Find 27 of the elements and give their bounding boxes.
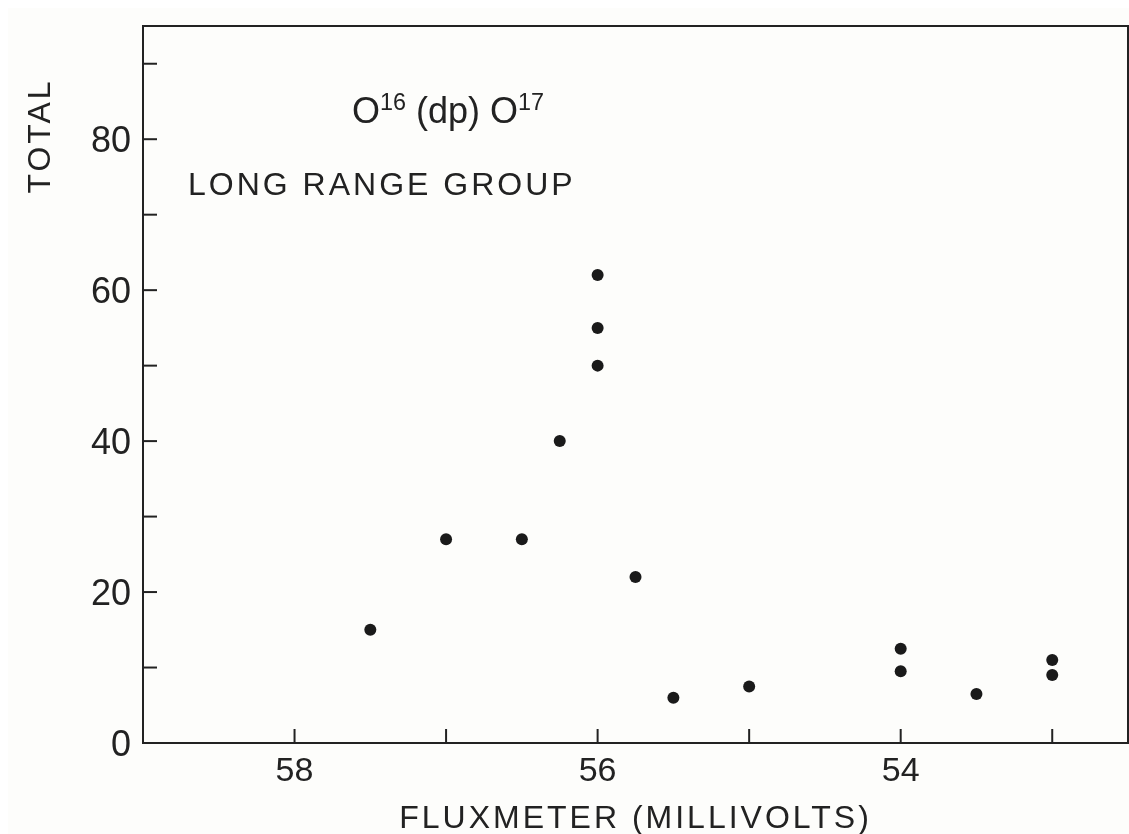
point xyxy=(1046,653,1059,666)
point xyxy=(629,570,642,583)
point xyxy=(440,533,453,546)
y-tick-label: 80 xyxy=(90,118,131,160)
text: O$^{16}$ (dp) O$^{17}$ xyxy=(351,89,545,131)
point xyxy=(591,269,604,282)
y-tick-label: 60 xyxy=(90,269,131,311)
x-tick-label: 56 xyxy=(578,750,617,788)
point xyxy=(1046,669,1059,682)
y-tick-label: 20 xyxy=(90,571,131,613)
point xyxy=(970,687,983,700)
point xyxy=(515,533,528,546)
point xyxy=(894,665,907,678)
point xyxy=(364,623,377,636)
point xyxy=(894,642,907,655)
point xyxy=(591,321,604,334)
point xyxy=(553,435,566,448)
point xyxy=(743,680,756,693)
y-tick-label: 40 xyxy=(90,420,131,462)
text: LONG RANGE GROUP xyxy=(188,166,576,202)
point xyxy=(667,691,680,704)
point xyxy=(591,359,604,372)
x-tick-label: 54 xyxy=(881,750,920,788)
x-axis-title: FLUXMETER (MILLIVOLTS) xyxy=(399,799,872,834)
y-tick-label: 0 xyxy=(110,722,131,764)
y-axis-title: TOTAL xyxy=(21,78,57,194)
x-tick-label: 58 xyxy=(275,750,314,788)
